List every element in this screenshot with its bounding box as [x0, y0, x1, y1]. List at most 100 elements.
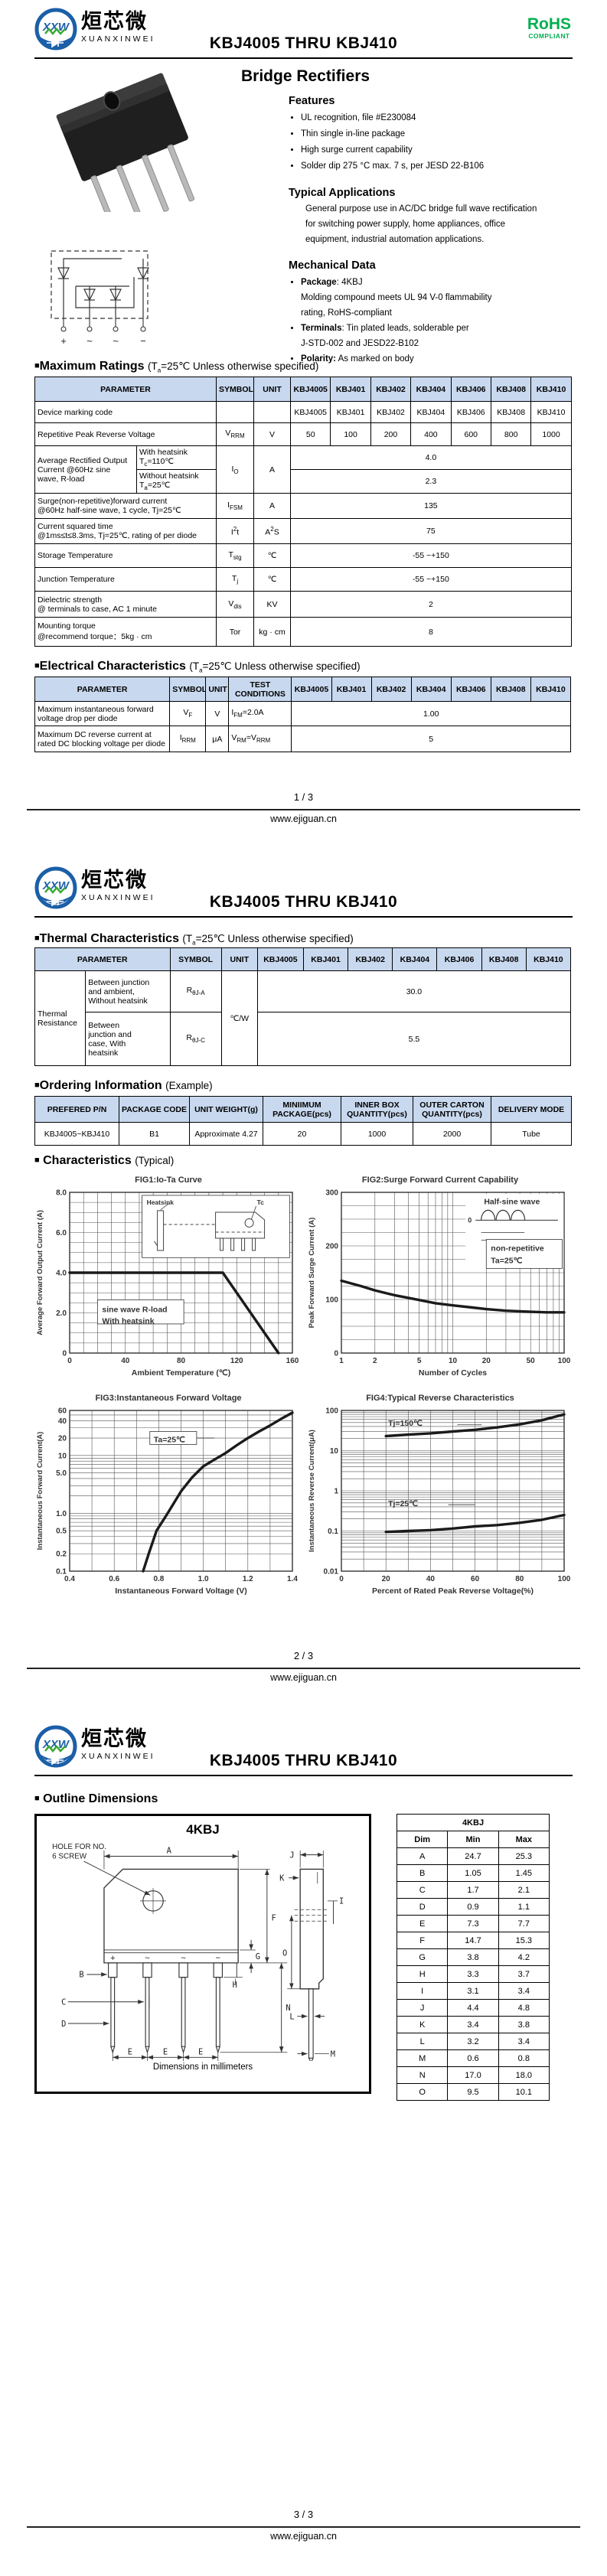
cell-marking-code: KBJ404 — [410, 401, 452, 423]
cell-condition: Between junction and ambient, Without heat… — [85, 970, 171, 1012]
col-parameter: PARAMETER — [34, 677, 171, 702]
rohs-compliant-label: COMPLIANT — [528, 32, 570, 41]
dim-min: 14.7 — [447, 1932, 499, 1949]
logo-icon: XXW — [34, 8, 77, 51]
brand-english: XUANXINWEI — [81, 1751, 155, 1761]
dim-letter: J — [396, 1999, 449, 2017]
cell-symbol: RθJ-A — [169, 970, 222, 1012]
svg-text:Tc: Tc — [257, 1198, 265, 1206]
dim-max: 3.8 — [498, 2016, 550, 2033]
svg-text:1.4: 1.4 — [287, 1575, 298, 1583]
cell-param: Junction Temperature — [34, 567, 217, 592]
fig4-title: FIG4:Typical Reverse Characteristics — [366, 1394, 514, 1403]
table-header-row: PARAMETER SYMBOL UNIT TEST CONDITIONS KB… — [34, 677, 572, 702]
ordering-cell: KBJ4005~KBJ410 — [34, 1122, 119, 1146]
dim-letter: L — [396, 2033, 449, 2050]
cell-symbol — [216, 401, 255, 423]
svg-text:60: 60 — [471, 1575, 480, 1583]
col-device: KBJ404 — [410, 677, 452, 702]
svg-text:1: 1 — [339, 1357, 344, 1365]
section-marker: ■ — [34, 1156, 40, 1165]
ordering-cell: Tube — [491, 1122, 572, 1146]
document-title: KBJ4005 THRU KBJ410 — [209, 34, 398, 52]
col-device: KBJ401 — [330, 377, 371, 402]
dim-min: 0.9 — [447, 1898, 499, 1916]
ordering-row: KBJ4005~KBJ410 B1 Approximate 4.27 20 1000 20… — [34, 1122, 572, 1146]
svg-text:Ta=25℃: Ta=25℃ — [154, 1435, 185, 1444]
dimension-table: 4KBJ Dim Min Max A 24.7 25.3 B 1.05 1.45 — [396, 1814, 550, 2101]
dim-row: O 9.5 10.1 — [396, 2083, 550, 2101]
thermal-table: PARAMETER SYMBOL UNIT KBJ4005 KBJ401 KBJ40… — [34, 947, 572, 1066]
dim-row: B 1.05 1.45 — [396, 1864, 550, 1882]
svg-text:1.0: 1.0 — [56, 1510, 67, 1518]
svg-text:Ta=25℃: Ta=25℃ — [491, 1257, 522, 1266]
cell-param: Surge(non-repetitive)forward current @60H… — [34, 493, 217, 520]
cell-value: 2.3 — [290, 469, 572, 494]
svg-text:40: 40 — [58, 1417, 67, 1426]
dim-row: K 3.4 3.8 — [396, 2016, 550, 2033]
dim-max: 3.4 — [498, 1982, 550, 2000]
svg-text:1.2: 1.2 — [243, 1575, 253, 1583]
svg-text:Average Forward Output Current: Average Forward Output Current (A) — [36, 1210, 44, 1335]
cell-value: 5 — [291, 726, 571, 752]
dim-max: 4.8 — [498, 1999, 550, 2017]
svg-text:5: 5 — [417, 1357, 422, 1365]
cell-symbol: VRRM — [216, 422, 255, 446]
document-title: KBJ4005 THRU KBJ410 — [209, 1752, 398, 1769]
cell-symbol: IFSM — [216, 493, 255, 520]
units-note: Dimensions in millimeters — [152, 2062, 253, 2072]
dim-max: 10.1 — [498, 2083, 550, 2101]
mech-item-terminals: Terminals: Tin plated leads, solderable … — [301, 321, 573, 336]
dim-max: 2.1 — [498, 1881, 550, 1899]
footer-rule — [27, 2526, 580, 2528]
mechanical-data-heading: Mechanical Data — [289, 259, 376, 272]
dim-letter: E — [396, 1915, 449, 1932]
outline-heading: ■ Outline Dimensions — [34, 1792, 158, 1805]
dim-label-c: C — [61, 1998, 66, 2007]
col-device: KBJ406 — [436, 947, 482, 971]
cell-param: Device marking code — [34, 401, 217, 423]
svg-text:200: 200 — [325, 1243, 338, 1251]
ordering-cell: 2000 — [413, 1122, 491, 1146]
svg-text:300: 300 — [325, 1189, 338, 1198]
cell-unit: A — [253, 445, 292, 494]
ordering-col-header: UNIT WEIGHT(g) — [189, 1096, 263, 1123]
ordering-col-header: DELIVERY MODE — [491, 1096, 572, 1123]
bridge-schematic: + ~ ~ − — [51, 250, 149, 347]
svg-text:Heatsink: Heatsink — [147, 1198, 175, 1206]
svg-text:20: 20 — [382, 1575, 391, 1583]
section-marker: ■ — [34, 934, 40, 943]
cell-symbol: IRRM — [169, 726, 207, 752]
svg-text:5.0: 5.0 — [56, 1469, 67, 1478]
col-unit: UNIT — [205, 677, 230, 702]
ordering-table: PREFERED P/N PACKAGE CODE UNIT WEIGHT(g) MI… — [34, 1096, 572, 1146]
svg-text:80: 80 — [515, 1575, 524, 1583]
svg-text:Instantaneous Forward Voltage: Instantaneous Forward Voltage (V) — [115, 1586, 247, 1596]
cell-symbol: Vdis — [216, 591, 255, 618]
mech-item-terminals-cont: J-STD-002 and JESD22-B102 — [301, 339, 419, 348]
fig3-forward-voltage: FIG3:Instantaneous Forward Voltage 0.4 0.… — [34, 1394, 302, 1601]
row-vrrm: Repetitive Peak Reverse Voltage VRRM V 5… — [34, 422, 572, 446]
dim-label-e1: E — [128, 2048, 132, 2057]
table-header-row: PARAMETER SYMBOL UNIT KBJ4005 KBJ401 KBJ40… — [34, 377, 572, 402]
ordering-cell: B1 — [119, 1122, 190, 1146]
brand-english: XUANXINWEI — [81, 892, 155, 902]
dim-table-title: 4KBJ — [397, 1814, 550, 1831]
cell-symbol: I2t — [216, 518, 255, 545]
dim-label-h: H — [233, 1981, 237, 1990]
dim-label-g: G — [256, 1952, 260, 1961]
polarity-plus: + — [110, 1954, 116, 1963]
table-header-row: PREFERED P/N PACKAGE CODE UNIT WEIGHT(g) MI… — [34, 1096, 572, 1123]
col-parameter: PARAMETER — [34, 377, 217, 402]
cell-unit: V — [253, 422, 292, 446]
ordering-cell: Approximate 4.27 — [189, 1122, 263, 1146]
svg-text:50: 50 — [527, 1357, 536, 1365]
dim-max: 4.2 — [498, 1948, 550, 1966]
brand-text: 烜芯微 XUANXINWEI — [81, 1725, 155, 1761]
dim-min: 9.5 — [447, 2083, 499, 2101]
page-number: 2 / 3 — [293, 1650, 314, 1661]
dim-max: 1.1 — [498, 1898, 550, 1916]
svg-text:Tj=150℃: Tj=150℃ — [388, 1419, 423, 1428]
dim-min: 3.2 — [447, 2033, 499, 2050]
dim-letter: C — [396, 1881, 449, 1899]
